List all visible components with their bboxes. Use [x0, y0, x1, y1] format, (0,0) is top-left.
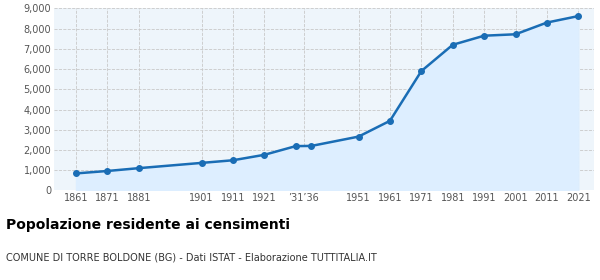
- Point: [385, 119, 395, 123]
- Text: Popolazione residente ai censimenti: Popolazione residente ai censimenti: [6, 218, 290, 232]
- Point: [71, 171, 81, 176]
- Point: [416, 69, 426, 73]
- Point: [134, 166, 143, 171]
- Text: COMUNE DI TORRE BOLDONE (BG) - Dati ISTAT - Elaborazione TUTTITALIA.IT: COMUNE DI TORRE BOLDONE (BG) - Dati ISTA…: [6, 252, 377, 262]
- Point: [542, 20, 552, 25]
- Point: [260, 153, 269, 157]
- Point: [197, 161, 206, 165]
- Point: [448, 43, 458, 47]
- Point: [291, 144, 301, 148]
- Point: [574, 14, 583, 18]
- Point: [228, 158, 238, 162]
- Point: [354, 134, 364, 139]
- Point: [103, 169, 112, 173]
- Point: [511, 32, 520, 36]
- Point: [479, 34, 489, 38]
- Point: [307, 144, 316, 148]
